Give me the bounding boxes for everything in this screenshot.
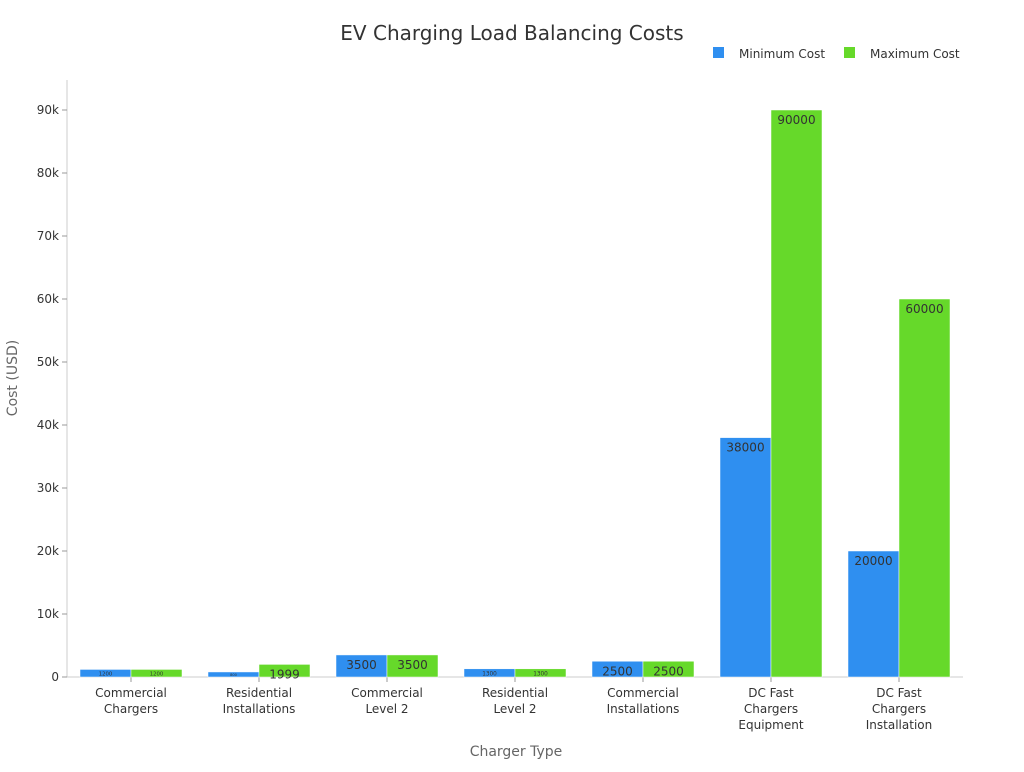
- bar[interactable]: [514, 668, 567, 678]
- legend-swatch: [713, 47, 724, 58]
- x-tick-label: DC Fast Chargers Equipment: [738, 686, 803, 732]
- bar[interactable]: [642, 661, 695, 678]
- legend-swatch: [844, 47, 855, 58]
- y-tick-label: 40k: [37, 418, 59, 432]
- x-tick-label: Commercial Chargers: [95, 686, 167, 716]
- data-label: 1300: [533, 671, 548, 677]
- data-label: 1200: [99, 671, 113, 677]
- x-tick-label: Residential Installations: [223, 686, 296, 716]
- y-tick-label: 70k: [37, 229, 59, 243]
- bar[interactable]: [719, 437, 772, 678]
- x-tick-label: Residential Level 2: [482, 686, 548, 716]
- data-label: 90000: [777, 113, 815, 127]
- data-label: 2500: [602, 664, 633, 678]
- bar[interactable]: [770, 109, 823, 678]
- data-label: 2500: [653, 664, 684, 678]
- bar[interactable]: [386, 654, 439, 678]
- data-label: 1200: [150, 671, 164, 677]
- data-label: 1999: [269, 667, 300, 681]
- y-tick-label: 60k: [37, 292, 59, 306]
- x-tick-label: Commercial Installations: [607, 686, 680, 716]
- bar[interactable]: [258, 664, 311, 678]
- y-tick-label: 50k: [37, 355, 59, 369]
- data-label: 800: [230, 673, 237, 677]
- bar[interactable]: [847, 550, 900, 678]
- data-label: 60000: [905, 302, 943, 316]
- y-tick-label: 0: [51, 670, 59, 684]
- y-tick-label: 20k: [37, 544, 59, 558]
- y-tick-label: 90k: [37, 103, 59, 117]
- data-label: 1300: [482, 671, 497, 677]
- data-label: 3500: [346, 658, 377, 672]
- x-axis-label: Charger Type: [470, 744, 563, 760]
- data-label: 38000: [726, 441, 764, 455]
- x-tick-label: Commercial Level 2: [351, 686, 423, 716]
- y-tick-label: 10k: [37, 607, 59, 621]
- legend-label[interactable]: Minimum Cost: [739, 47, 825, 61]
- data-label: 20000: [854, 554, 892, 568]
- y-axis-label: Cost (USD): [5, 340, 21, 416]
- data-label: 3500: [397, 658, 428, 672]
- legend-label[interactable]: Maximum Cost: [870, 47, 960, 61]
- y-tick-label: 80k: [37, 166, 59, 180]
- bar[interactable]: [130, 669, 183, 678]
- x-tick-label: DC Fast Chargers Installation: [866, 686, 932, 732]
- bar[interactable]: [898, 298, 951, 678]
- chart-title: EV Charging Load Balancing Costs: [340, 21, 683, 45]
- y-tick-label: 30k: [37, 481, 59, 495]
